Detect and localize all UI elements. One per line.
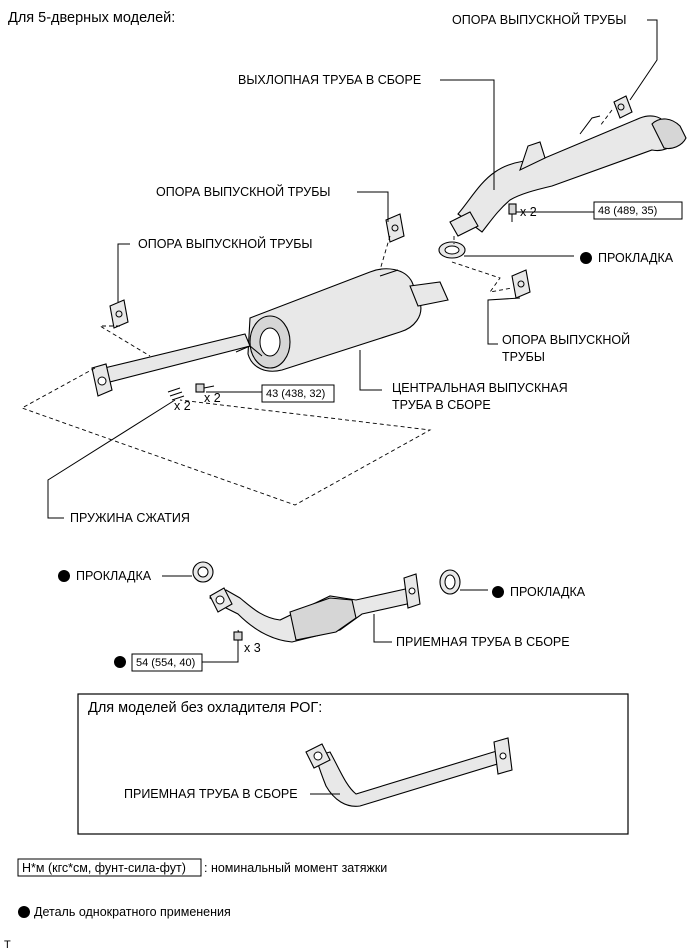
support-top-right <box>613 95 633 119</box>
nut <box>233 631 243 641</box>
torque-48: 48 (489, 35) <box>598 205 657 217</box>
gasket-left <box>192 561 214 583</box>
label-spring: ПРУЖИНА СЖАТИЯ <box>70 511 190 525</box>
one-time-marker-gasket-right <box>492 586 504 598</box>
torque-43: 43 (438, 32) <box>266 388 325 400</box>
qty-bolt-mid: x 2 <box>204 391 221 405</box>
legend-torque-unit: Н*м (кгс*см, фунт-сила-фут) <box>22 861 186 875</box>
page-heading: Для 5-дверных моделей: <box>8 10 175 26</box>
corner-mark: T <box>4 939 11 951</box>
one-time-marker-gasket-left <box>58 570 70 582</box>
gasket-upper <box>438 241 466 259</box>
label-support-mid: ОПОРА ВЫПУСКНОЙ ТРУБЫ <box>156 184 331 199</box>
label-exhaust-pipe: ВЫХЛОПНАЯ ТРУБА В СБОРЕ <box>238 73 421 87</box>
label-center-pipe-line1: ЦЕНТРАЛЬНАЯ ВЫПУСКНАЯ <box>392 381 568 395</box>
bolt-top <box>508 203 517 222</box>
label-gasket-right: ПРОКЛАДКА <box>510 585 586 599</box>
qty-nut: x 3 <box>244 641 261 655</box>
support-left <box>109 299 129 329</box>
torque-box-43 <box>261 384 335 403</box>
gasket-right <box>439 569 461 595</box>
legend-one-time: Деталь однократного применения <box>34 905 231 919</box>
qty-spring: x 2 <box>174 399 191 413</box>
label-support-left: ОПОРА ВЫПУСКНОЙ ТРУБЫ <box>138 236 313 251</box>
legend-torque-desc: : номинальный момент затяжки <box>204 861 387 875</box>
inset-box <box>77 693 629 835</box>
center-exhaust-pipe-assembly <box>91 268 449 397</box>
label-support-right-line2: ТРУБЫ <box>502 350 545 364</box>
label-support-right-line1: ОПОРА ВЫПУСКНОЙ <box>502 332 630 347</box>
one-time-marker-nut <box>114 656 126 668</box>
label-center-pipe-line2: ТРУБА В СБОРЕ <box>392 398 491 412</box>
label-gasket-upper: ПРОКЛАДКА <box>598 251 674 265</box>
compression-spring <box>167 387 185 401</box>
bolt-mid <box>195 383 215 393</box>
legend-torque-box <box>17 858 202 877</box>
label-front-pipe-alt: ПРИЕМНАЯ ТРУБА В СБОРЕ <box>124 787 298 801</box>
exhaust-pipe-assembly <box>449 115 687 237</box>
legend-one-time-marker <box>18 906 30 918</box>
support-mid <box>385 213 405 243</box>
torque-box-48 <box>593 201 683 220</box>
label-gasket-left: ПРОКЛАДКА <box>76 569 152 583</box>
support-right <box>511 269 531 299</box>
torque-54: 54 (554, 40) <box>136 657 195 669</box>
front-pipe-assembly <box>208 573 421 643</box>
inset-title: Для моделей без охладителя РОГ: <box>88 700 322 716</box>
one-time-marker-gasket-upper <box>580 252 592 264</box>
label-front-pipe: ПРИЕМНАЯ ТРУБА В СБОРЕ <box>396 635 570 649</box>
label-support-top-right: ОПОРА ВЫПУСКНОЙ ТРУБЫ <box>452 12 627 27</box>
torque-box-54 <box>131 653 203 672</box>
qty-bolt-top: x 2 <box>520 205 537 219</box>
front-pipe-alt <box>305 737 513 807</box>
